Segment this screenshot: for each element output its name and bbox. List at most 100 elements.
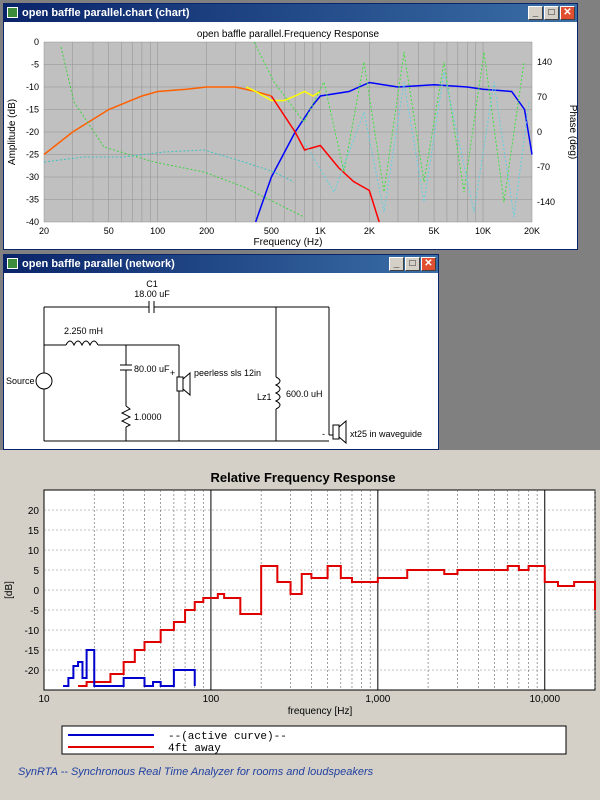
chart-x-tick-label: 50 [104,226,114,236]
chart-y-axis-label: Amplitude (dB) [7,99,18,165]
synrta-y-tick-label: -5 [30,606,39,617]
synrta-x-tick-label: 10 [38,694,50,705]
inductor-lz1 [274,376,281,410]
driver2-cone [338,419,347,445]
network-minimize-button[interactable]: _ [389,257,404,271]
chart-x-tick-label: 2K [364,226,375,236]
chart-y-tick-label: 0 [34,37,39,47]
synrta-y-tick-label: 15 [28,526,40,537]
synrta-y-ticks: 20 15 10 5 0 -5 -10 -15 -20 [25,506,40,677]
chart-window-titlebar[interactable]: open baffle parallel.chart (chart) [4,4,577,22]
chart-phase-tick-label: -70 [537,162,550,172]
synrta-x-axis-label: frequency [Hz] [288,706,353,717]
driver1-label: peerless sls 12in [194,368,261,378]
relative-frequency-chart: Relative Frequency Response 20 15 10 5 0 -5 -1… [4,470,596,778]
network-app-icon [7,258,18,269]
minimize-button[interactable]: _ [528,6,543,20]
driver2-label: xt25 in waveguide [350,429,422,439]
phase-trace-cyan [43,149,295,183]
r-value-label: 1.0000 [134,412,162,422]
chart-gridlines [43,41,533,223]
lz1-label: Lz1 [257,392,272,402]
chart-x-tick-label: 100 [150,226,165,236]
l-value-label: 2.250 mH [64,326,103,336]
source-label: Source [6,376,35,386]
chart-phase-tick-label: -140 [537,197,555,207]
c2-value-label: 80.00 uF [134,364,170,374]
synrta-y-tick-label: 10 [28,546,40,557]
chart-x-axis-label: Frequency (Hz) [254,237,323,248]
synrta-x-tick-label: 1,000 [365,694,390,705]
crossover-schematic: C1 18.00 uF 2.250 mH 80.00 uF 1.0000 Sou… [6,279,422,445]
network-maximize-button[interactable]: □ [405,257,420,271]
synrta-title: Relative Frequency Response [211,470,396,485]
resistor [120,405,132,428]
network-window-title: open baffle parallel (network) [22,258,175,270]
chart-x-tick-label: 200 [199,226,214,236]
synrta-plot-area [43,489,596,691]
chart-y-tick-label: -30 [26,172,39,182]
synrta-x-tick-label: 10,000 [529,694,560,705]
synrta-series [63,565,596,687]
maximize-button[interactable]: □ [544,6,559,20]
network-window[interactable]: open baffle parallel (network) _ □ ✕ [3,254,439,450]
chart-app-icon [7,7,18,18]
chart-phase-axis-label: Phase (deg) [567,105,577,159]
chart-y-tick-label: -5 [31,60,39,70]
synrta-legend [61,725,567,755]
chart-series-line [254,81,533,223]
synrta-y-tick-label: -10 [25,626,40,637]
chart-x-tick-label: 10K [475,226,491,236]
synrta-series-line [63,649,196,687]
network-window-titlebar[interactable]: open baffle parallel (network) [4,255,438,273]
chart-series-line [270,95,380,223]
chart-y-tick-label: -20 [26,127,39,137]
c1-value-label: 18.00 uF [134,289,170,299]
synrta-x-ticks: 10 100 1,000 10,000 [38,694,560,705]
chart-x-tick-label: 20 [39,226,49,236]
driver2-symbol [332,424,340,440]
inductor-l [65,340,99,347]
synrta-y-tick-label: 0 [33,586,39,597]
chart-y-tick-label: -40 [26,217,39,227]
chart-x-tick-label: 1K [315,226,326,236]
frequency-response-chart: open baffle parallel.Frequency Response … [4,22,577,249]
source-symbol [35,372,53,390]
chart-y-tick-label: -15 [26,105,39,115]
chart-y-tick-label: -35 [26,195,39,205]
chart-series-line [245,86,321,102]
chart-title: open baffle parallel.Frequency Response [197,29,380,40]
chart-series-line [43,86,272,156]
chart-y-tick-label: -25 [26,150,39,160]
chart-x-tick-label: 20K [524,226,540,236]
network-close-button[interactable]: ✕ [421,257,436,271]
legend-label-4ft: 4ft away [168,743,221,755]
driver1-symbol [176,376,184,392]
synrta-footer: SynRTA -- Synchronous Real Time Analyzer… [18,766,374,778]
driver1-cone [182,371,191,397]
chart-window-title: open baffle parallel.chart (chart) [22,7,190,19]
driver2-minus-label: - [322,429,325,439]
close-button[interactable]: ✕ [560,6,575,20]
synrta-y-tick-label: 20 [28,506,40,517]
synrta-y-tick-label: -20 [25,666,40,677]
legend-label-active: --(active curve)-- [168,731,287,743]
synrta-series-line [78,565,596,687]
chart-phase-tick-label: 0 [537,127,542,137]
chart-x-tick-label: 500 [264,226,279,236]
chart-x-ticks: 20 50 100 200 500 1K 2K 5K 10K 20K [39,226,540,236]
driver1-plus-label: + [170,368,175,378]
synrta-panel: Relative Frequency Response 20 15 10 5 0 -5 -1… [0,450,600,800]
synrta-y-tick-label: -15 [25,646,40,657]
chart-window[interactable]: open baffle parallel.chart (chart) _ □ ✕… [3,3,578,250]
c1-label: C1 [146,279,158,289]
chart-phase-tick-label: 70 [537,92,547,102]
phase-trace-green [60,46,305,218]
chart-y-tick-label: -10 [26,82,39,92]
synrta-y-axis-label: [dB] [4,581,15,599]
chart-series [43,81,533,223]
chart-phase-tick-label: 140 [537,57,552,67]
chart-x-tick-label: 5K [429,226,440,236]
chart-y-ticks: 0 -5 -10 -15 -20 -25 -30 -35 -40 [26,37,39,227]
chart-phase-ticks: 140 70 0 -70 -140 [537,57,555,207]
